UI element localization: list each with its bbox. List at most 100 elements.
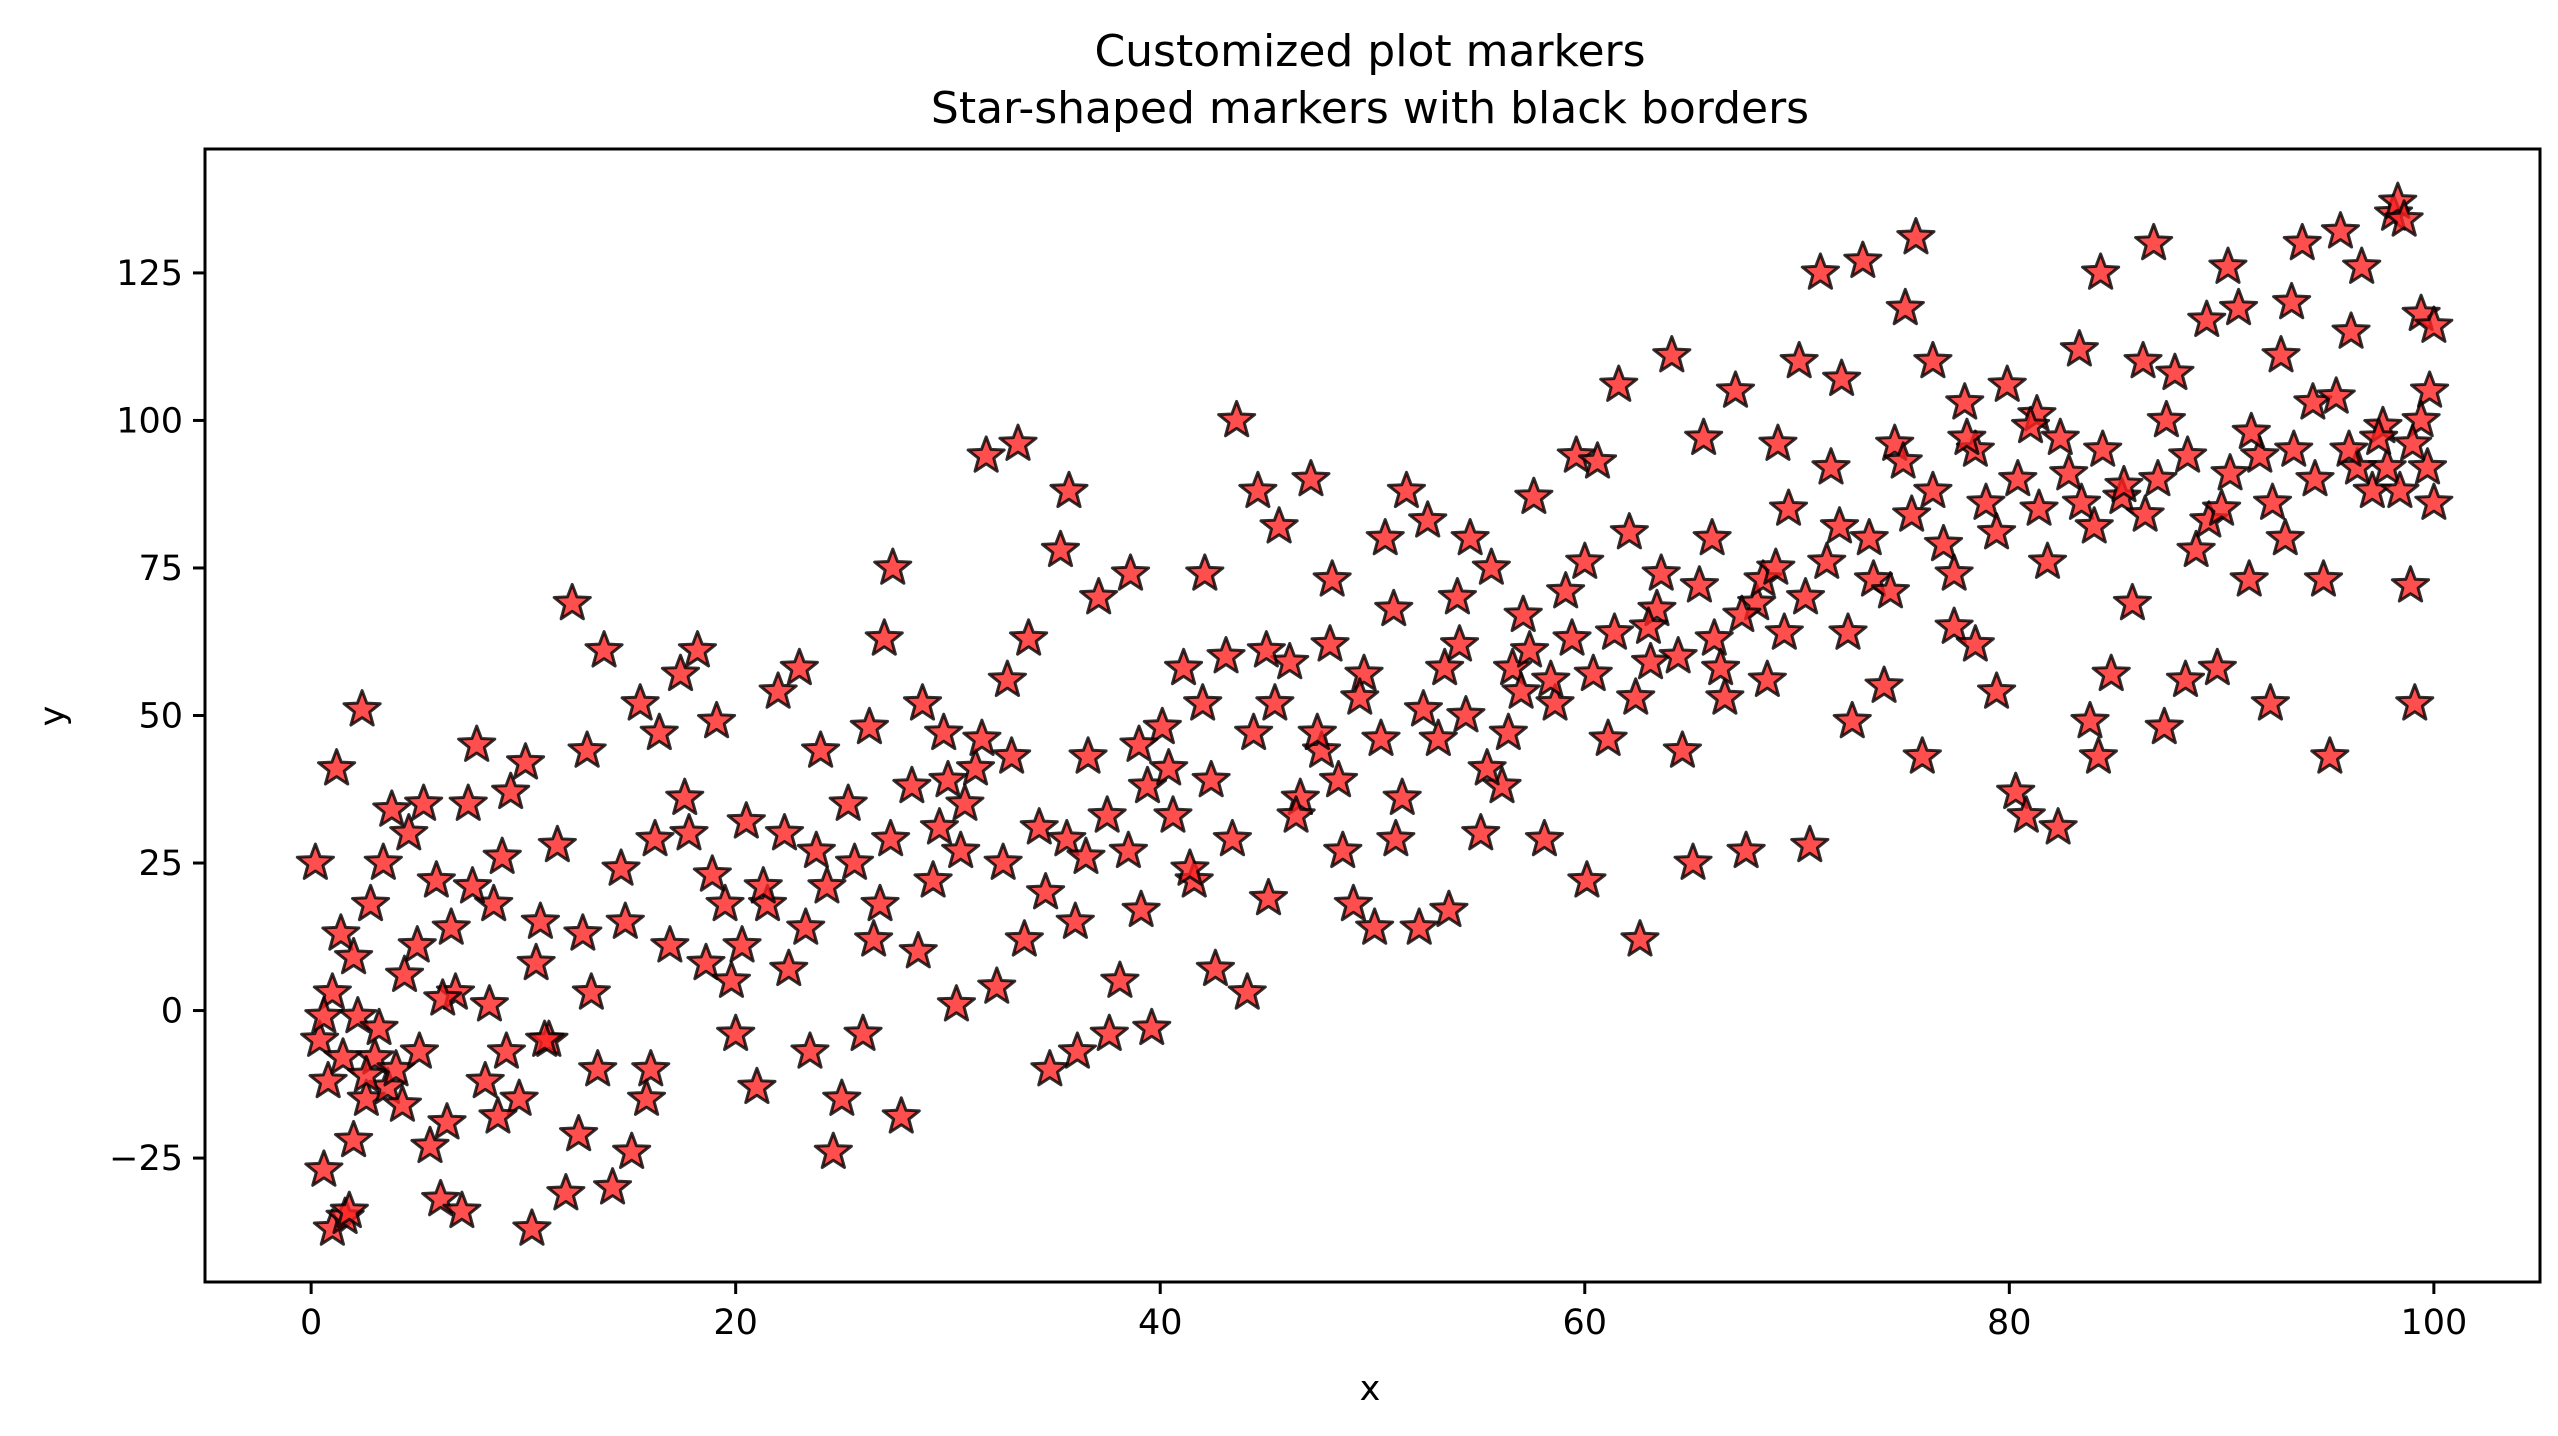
star-marker bbox=[1966, 482, 2006, 520]
x-tick-label: 0 bbox=[300, 1303, 322, 1343]
star-marker bbox=[1616, 677, 1656, 715]
star-marker bbox=[1883, 441, 1923, 479]
star-marker bbox=[342, 689, 382, 727]
star-marker bbox=[1892, 494, 1932, 532]
star-marker bbox=[1119, 724, 1159, 762]
star-marker bbox=[578, 1049, 618, 1087]
star-marker bbox=[962, 718, 1002, 756]
star-marker bbox=[452, 866, 492, 904]
star-marker bbox=[2274, 429, 2314, 467]
star-marker bbox=[1108, 830, 1148, 869]
star-marker bbox=[431, 907, 471, 945]
star-marker bbox=[1934, 553, 1974, 591]
star-marker bbox=[2390, 565, 2431, 603]
star-marker bbox=[1870, 571, 1910, 609]
y-tick-label: −25 bbox=[109, 1139, 183, 1179]
star-marker bbox=[416, 860, 456, 898]
star-marker bbox=[1170, 848, 1210, 886]
star-marker bbox=[2210, 453, 2250, 491]
star-marker bbox=[2253, 482, 2293, 520]
star-marker bbox=[478, 1096, 518, 1134]
star-marker bbox=[2231, 411, 2271, 450]
star-marker bbox=[2229, 559, 2269, 597]
star-marker bbox=[1849, 518, 1889, 556]
star-marker bbox=[2187, 299, 2227, 337]
star-marker bbox=[737, 1066, 777, 1105]
star-marker bbox=[2155, 352, 2195, 391]
star-marker bbox=[1049, 470, 1089, 509]
star-marker bbox=[1705, 677, 1745, 715]
star-marker bbox=[828, 783, 868, 821]
star-marker bbox=[321, 913, 361, 951]
star-marker bbox=[977, 966, 1017, 1004]
star-marker bbox=[1446, 695, 1486, 733]
star-marker bbox=[1079, 577, 1119, 615]
star-marker bbox=[1019, 807, 1059, 845]
star-marker bbox=[1195, 948, 1235, 987]
star-marker bbox=[2011, 405, 2051, 444]
star-marker bbox=[1057, 1031, 1097, 1069]
star-marker bbox=[2134, 222, 2174, 261]
star-marker bbox=[1310, 624, 1350, 662]
star-marker bbox=[913, 860, 953, 898]
star-marker bbox=[892, 765, 932, 804]
star-marker bbox=[1212, 818, 1252, 857]
star-marker bbox=[382, 1084, 422, 1122]
star-marker bbox=[1355, 907, 1395, 945]
star-marker bbox=[312, 972, 352, 1010]
star-marker bbox=[1461, 813, 1501, 851]
star-marker bbox=[1004, 919, 1044, 957]
star-marker bbox=[1297, 712, 1337, 751]
star-marker bbox=[1312, 559, 1352, 597]
star-marker bbox=[1609, 512, 1649, 550]
star-marker bbox=[1418, 718, 1458, 756]
star-marker bbox=[1996, 771, 2036, 810]
star-marker bbox=[2378, 181, 2418, 219]
star-marker bbox=[1503, 594, 1543, 633]
star-marker bbox=[902, 683, 943, 721]
star-marker bbox=[631, 1049, 671, 1087]
star-marker bbox=[1488, 712, 1528, 751]
star-marker bbox=[1565, 541, 1605, 579]
star-marker bbox=[1552, 618, 1592, 656]
star-marker bbox=[1344, 653, 1384, 692]
star-marker bbox=[2165, 659, 2206, 697]
y-tick-label: 125 bbox=[116, 254, 183, 294]
star-marker bbox=[363, 842, 403, 880]
star-marker bbox=[881, 1096, 921, 1134]
star-marker bbox=[1100, 960, 1140, 998]
x-tick-label: 80 bbox=[1987, 1303, 2032, 1343]
star-marker bbox=[1047, 818, 1087, 857]
star-marker bbox=[639, 712, 679, 751]
star-marker bbox=[743, 866, 783, 904]
star-marker bbox=[1594, 612, 1635, 650]
star-marker bbox=[2282, 222, 2322, 261]
star-marker bbox=[1875, 423, 1915, 461]
star-marker bbox=[469, 984, 509, 1022]
star-marker bbox=[705, 883, 745, 922]
star-marker bbox=[2081, 252, 2121, 290]
star-marker bbox=[1246, 630, 1286, 668]
star-marker bbox=[1599, 364, 1639, 402]
star-marker bbox=[2176, 529, 2216, 568]
star-marker bbox=[2414, 482, 2454, 520]
y-axis: −25 0 25 50 75 100 125 bbox=[109, 254, 205, 1179]
star-marker bbox=[1255, 683, 1295, 721]
star-marker bbox=[726, 801, 766, 839]
star-marker bbox=[537, 824, 577, 863]
star-marker bbox=[1913, 340, 1953, 379]
star-marker bbox=[308, 1060, 348, 1099]
star-marker bbox=[992, 736, 1032, 774]
star-marker bbox=[1535, 683, 1575, 721]
star-marker bbox=[1132, 1007, 1172, 1046]
star-marker bbox=[620, 683, 660, 721]
star-marker bbox=[404, 783, 444, 821]
star-marker bbox=[1153, 795, 1193, 833]
star-marker bbox=[1142, 706, 1182, 745]
star-marker bbox=[448, 783, 488, 821]
star-marker bbox=[843, 1013, 883, 1051]
star-marker bbox=[1769, 488, 1809, 526]
star-marker bbox=[2070, 700, 2110, 739]
star-marker bbox=[2219, 287, 2259, 326]
star-marker bbox=[601, 848, 641, 886]
